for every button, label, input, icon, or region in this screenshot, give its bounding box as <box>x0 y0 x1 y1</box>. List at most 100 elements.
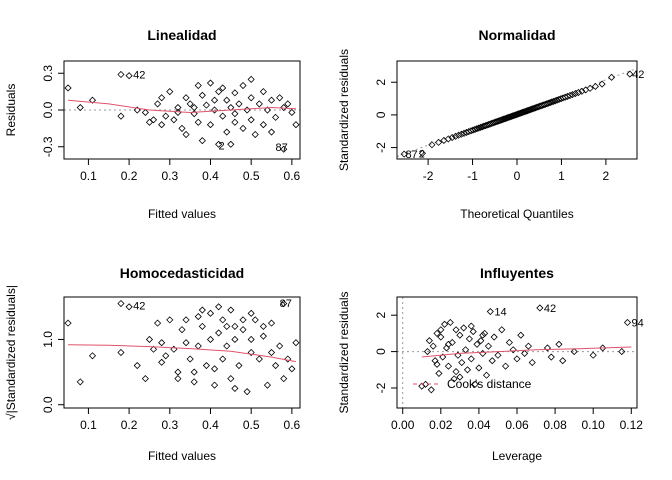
data-point <box>515 110 523 118</box>
data-point <box>549 97 558 105</box>
panel-1: Linealidad 42 2 87 0.1 0.2 0.3 0.4 0.5 0.6 -0.3 0.0… <box>4 27 301 221</box>
x-tick-label: 1 <box>558 169 565 183</box>
data-point <box>498 326 506 334</box>
data-point <box>437 333 445 341</box>
data-point <box>521 107 529 116</box>
data-point <box>219 316 227 324</box>
data-point <box>154 100 162 108</box>
x-tick-label: 0.5 <box>243 418 260 432</box>
data-point <box>450 375 458 383</box>
data-point <box>219 112 227 120</box>
data-point <box>511 111 519 119</box>
data-point <box>272 113 280 121</box>
data-point <box>618 348 626 356</box>
data-point <box>231 110 239 118</box>
data-point <box>510 111 518 120</box>
x-tick-label: 0.4 <box>202 169 219 183</box>
data-point <box>451 132 460 140</box>
data-point <box>251 316 259 324</box>
data-point <box>186 355 194 363</box>
data-point <box>494 117 503 125</box>
data-point <box>586 84 594 92</box>
data-point <box>473 340 481 348</box>
data-point <box>149 116 158 124</box>
data-point <box>280 145 288 153</box>
y-axis-label: √|Standardized residuals| <box>4 285 18 420</box>
point-label: 2 <box>419 148 425 160</box>
data-point <box>202 361 210 370</box>
data-point <box>284 100 292 108</box>
data-point <box>158 339 166 347</box>
data-point <box>475 364 483 372</box>
data-point <box>174 103 182 112</box>
x-tick-label: 0.4 <box>202 418 219 432</box>
data-point <box>471 125 479 133</box>
data-point <box>526 106 534 114</box>
data-point <box>223 342 231 350</box>
data-point <box>467 355 475 363</box>
y-tick-label: 2 <box>374 79 388 86</box>
data-point <box>429 342 437 350</box>
data-point <box>117 112 125 120</box>
data-point <box>520 108 528 116</box>
data-point <box>215 140 223 148</box>
data-point <box>263 106 272 114</box>
data-point <box>174 368 182 376</box>
point-label: 87 <box>276 142 288 154</box>
data-point <box>235 100 243 108</box>
data-point <box>456 373 464 381</box>
data-point <box>514 110 522 118</box>
data-point <box>418 382 426 390</box>
data-point <box>476 123 485 131</box>
data-point <box>460 324 468 332</box>
data-point <box>502 362 510 370</box>
data-point <box>506 113 514 121</box>
data-point <box>182 316 190 324</box>
data-point <box>259 322 267 330</box>
data-point <box>223 322 231 330</box>
panel-4: Influyentes 14 42 94 Cook's distance 0.00 0.02… <box>337 265 644 463</box>
data-point <box>427 386 435 394</box>
panel-title: Influyentes <box>480 265 554 281</box>
data-point <box>158 358 166 366</box>
x-tick-label: 0.3 <box>161 418 178 432</box>
y-tick-label: 0.3 <box>41 65 55 82</box>
data-point <box>467 322 475 330</box>
data-point <box>543 100 551 108</box>
data-point <box>280 299 288 308</box>
data-point <box>206 121 215 129</box>
data-point <box>219 355 227 363</box>
data-point <box>528 358 536 367</box>
data-point <box>524 107 532 115</box>
x-tick-label: 0.00 <box>391 418 415 432</box>
data-point <box>198 91 206 99</box>
data-point <box>141 375 149 383</box>
data-point <box>154 319 162 327</box>
data-point <box>247 116 255 124</box>
data-point <box>517 109 525 117</box>
panel-title: Normalidad <box>478 27 555 43</box>
data-point <box>435 138 443 146</box>
data-point <box>484 342 492 350</box>
data-point <box>516 109 524 117</box>
data-point <box>471 380 479 388</box>
data-point <box>456 331 464 339</box>
plot-box <box>396 60 638 160</box>
x-tick-label: 0.2 <box>121 418 138 432</box>
data-point <box>174 375 182 383</box>
data-point <box>465 335 473 343</box>
data-point <box>486 307 494 316</box>
data-point <box>198 137 206 145</box>
data-point <box>478 123 486 131</box>
data-point <box>198 322 206 330</box>
data-point <box>280 103 288 112</box>
data-point <box>190 110 198 118</box>
data-point <box>444 340 452 348</box>
data-point <box>563 92 572 100</box>
data-point <box>578 87 586 95</box>
y-tick-label: 0 <box>374 111 388 118</box>
data-point <box>259 88 267 96</box>
data-point <box>525 106 533 114</box>
x-tick-label: 0 <box>514 169 521 183</box>
